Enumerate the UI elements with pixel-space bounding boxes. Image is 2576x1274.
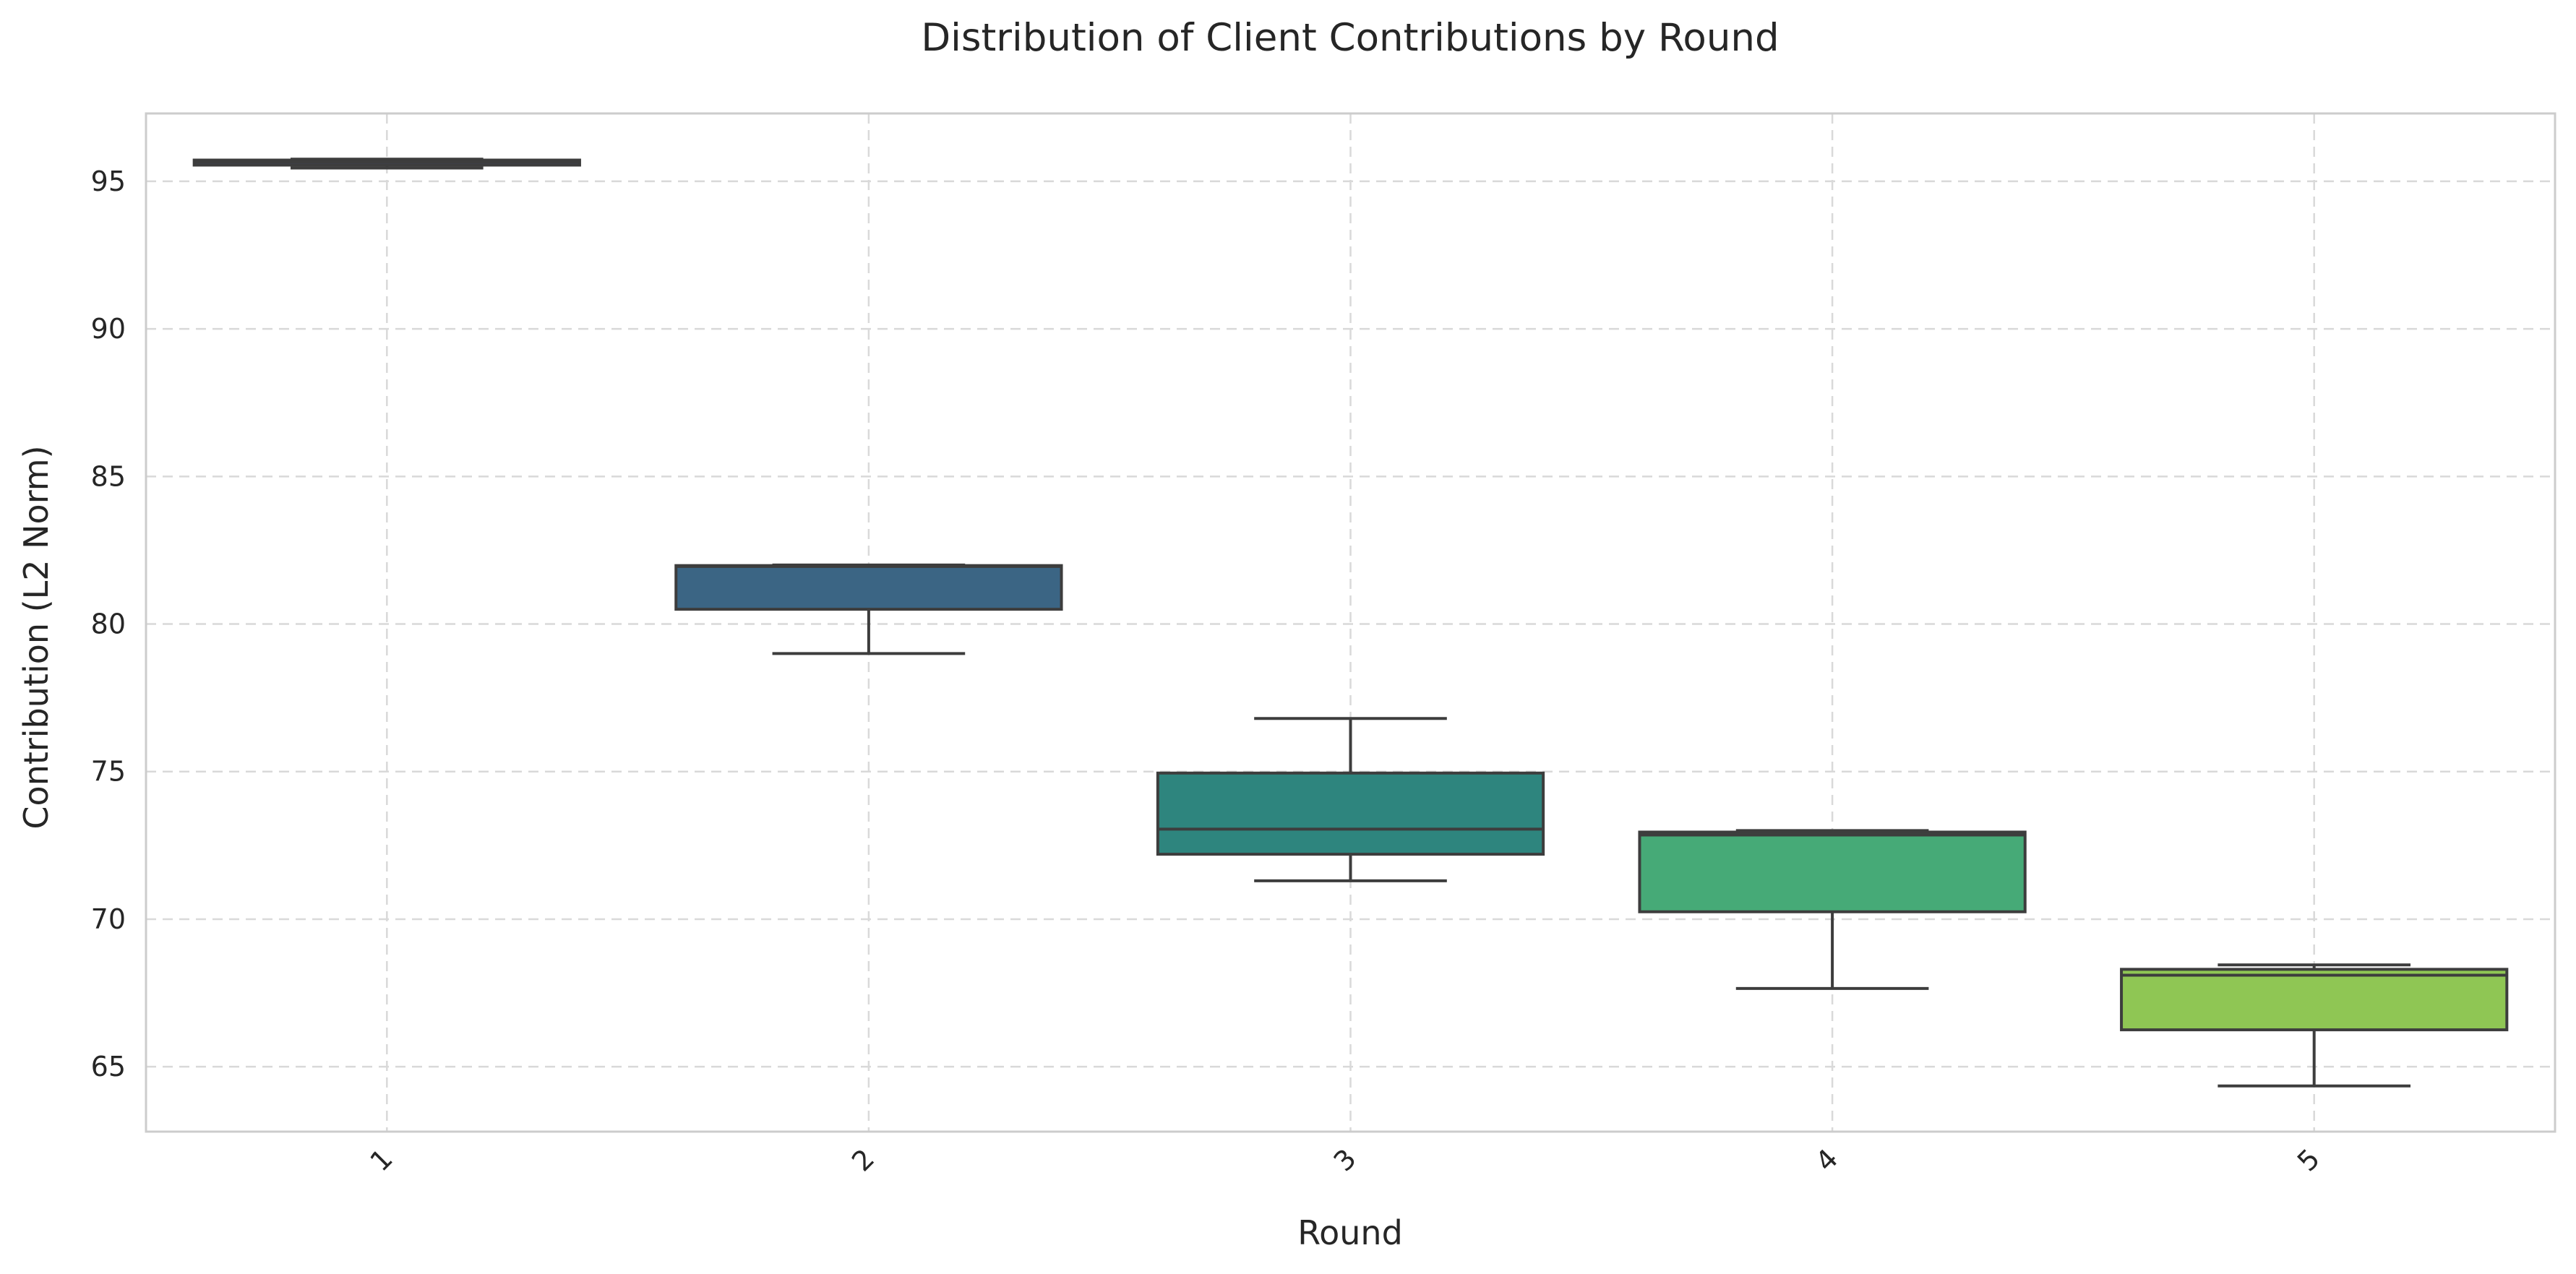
box-round-1	[192, 158, 581, 170]
iqr-box	[2120, 968, 2509, 1032]
iqr-box	[1638, 830, 2027, 913]
y-tick-label: 90	[91, 313, 126, 345]
y-tick-label: 85	[91, 460, 126, 492]
y-tick-label: 95	[91, 165, 126, 197]
box-layer	[192, 158, 2509, 1088]
y-axis-label: Contribution (L2 Norm)	[17, 445, 56, 829]
box-round-2	[674, 563, 1063, 655]
plot-frame	[145, 112, 2556, 1133]
box-round-3	[1156, 717, 1545, 882]
y-tick-label: 75	[91, 756, 126, 788]
iqr-box	[1156, 771, 1545, 856]
y-tick-label: 80	[91, 608, 126, 640]
y-tick-labels: 65 70 75 80 85 90 95	[91, 165, 126, 1083]
y-tick-label: 65	[91, 1051, 126, 1083]
chart-title: Distribution of Client Contributions by …	[921, 16, 1779, 60]
y-tick-label: 70	[91, 903, 126, 935]
iqr-box	[674, 564, 1063, 611]
x-axis-label: Round	[1297, 1213, 1403, 1252]
box-round-5	[2120, 963, 2509, 1088]
box-round-4	[1638, 829, 2027, 990]
